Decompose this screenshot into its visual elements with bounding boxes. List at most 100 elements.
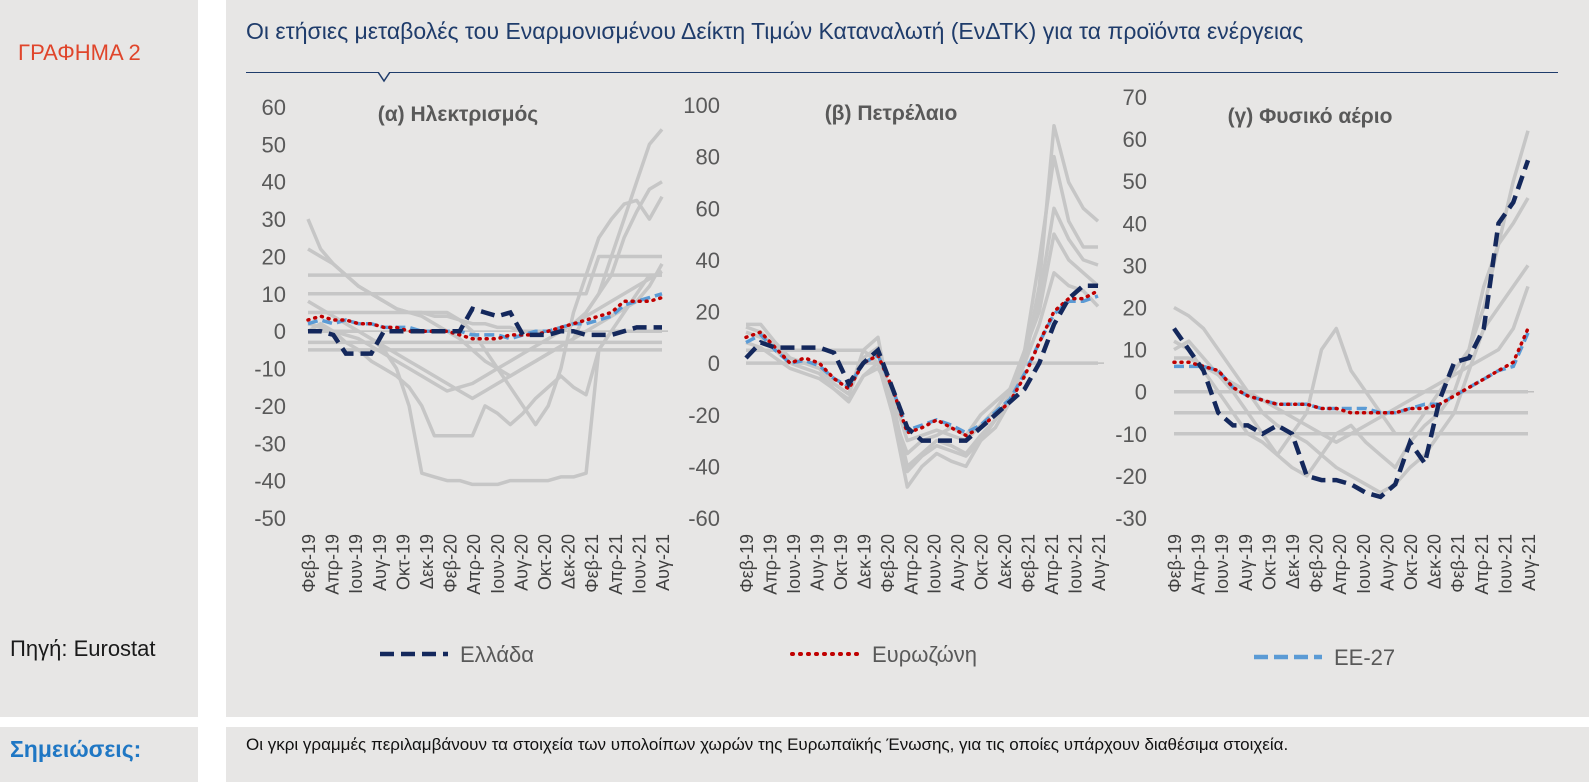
x-tick-label: Αυγ-19 bbox=[807, 534, 827, 591]
y-tick-label: 100 bbox=[683, 93, 720, 118]
x-tick-label: Απρ-19 bbox=[323, 534, 343, 595]
charts-area: (α) Ηλεκτρισμός6050403020100-10-20-30-40… bbox=[246, 72, 1558, 670]
x-tick-label: Δεκ-20 bbox=[995, 534, 1015, 589]
panel-title: (γ) Φυσικό αέριο bbox=[1228, 105, 1393, 128]
x-tick-label: Δεκ-20 bbox=[559, 534, 579, 589]
series-line-eu27 bbox=[307, 292, 663, 341]
y-tick-label: 60 bbox=[1123, 127, 1147, 152]
y-tick-label: 20 bbox=[262, 244, 286, 269]
y-tick-label: 20 bbox=[696, 300, 720, 325]
x-tick-label: Απρ-20 bbox=[1330, 534, 1350, 595]
x-tick-label: Απρ-19 bbox=[760, 534, 780, 595]
series-line-other-country bbox=[307, 263, 664, 401]
y-tick-label: 60 bbox=[262, 95, 286, 120]
legend-label: Ελλάδα bbox=[460, 642, 534, 667]
x-tick-label: Απρ-21 bbox=[1472, 534, 1492, 595]
x-tick-label: Φεβ-20 bbox=[1307, 534, 1327, 593]
y-tick-label: 50 bbox=[262, 132, 286, 157]
x-tick-label: Οκτ-20 bbox=[972, 534, 992, 590]
y-tick-label: 70 bbox=[1123, 85, 1147, 110]
chart-panel-2: (β) Πετρέλαιο 100 80 60 40 20 0 -20 -40 -60 Φεβ-19… bbox=[683, 93, 1109, 595]
y-tick-label: -40 bbox=[688, 454, 720, 479]
y-tick-label: -10 bbox=[1115, 422, 1147, 447]
y-tick-label: 0 bbox=[708, 351, 720, 376]
left-panel bbox=[0, 0, 198, 717]
x-tick-label: Δεκ-19 bbox=[854, 534, 874, 589]
x-tick-label: Αυγ-20 bbox=[511, 534, 531, 591]
x-tick-label: Αυγ-19 bbox=[370, 534, 390, 591]
x-tick-label: Απρ-19 bbox=[1189, 534, 1209, 595]
x-tick-label: Αυγ-20 bbox=[948, 534, 968, 591]
series-line-eu27 bbox=[745, 294, 1099, 435]
series-line-other-country bbox=[745, 154, 1098, 469]
x-tick-label: Ιουν-19 bbox=[784, 534, 804, 594]
x-tick-label: Φεβ-21 bbox=[1019, 534, 1039, 593]
chart-panel bbox=[226, 0, 1589, 717]
y-tick-label: 40 bbox=[1123, 211, 1147, 236]
legend-label: ΕΕ-27 bbox=[1334, 645, 1395, 670]
title-rule bbox=[246, 72, 1558, 83]
y-tick-label: -30 bbox=[1115, 506, 1147, 531]
x-tick-label: Αυγ-19 bbox=[1236, 534, 1256, 591]
series-line-greece bbox=[1172, 159, 1531, 500]
series-line-greece bbox=[744, 283, 1098, 443]
legend: Ελλάδα Ευρωζώνη ΕΕ-27 bbox=[380, 642, 1395, 670]
y-tick-label: 10 bbox=[1123, 338, 1147, 363]
x-tick-label: Δεκ-20 bbox=[1425, 534, 1445, 589]
series-line-other-country bbox=[1173, 264, 1530, 495]
y-tick-label: 0 bbox=[274, 319, 286, 344]
y-tick-label: -60 bbox=[688, 506, 720, 531]
series-line-eu27 bbox=[1174, 332, 1530, 415]
y-tick-label: -20 bbox=[1115, 464, 1147, 489]
x-tick-label: Φεβ-19 bbox=[299, 534, 319, 593]
x-tick-label: Φεβ-21 bbox=[1448, 534, 1468, 593]
x-tick-label: Οκτ-19 bbox=[831, 534, 851, 590]
x-tick-label: Ιουν-21 bbox=[1066, 534, 1086, 594]
y-tick-label: 30 bbox=[262, 207, 286, 232]
x-tick-label: Οκτ-19 bbox=[1259, 534, 1279, 590]
x-tick-label: Φεβ-20 bbox=[441, 534, 461, 593]
notes-text: Οι γκρι γραμμές περιλαμβάνουν τα στοιχεί… bbox=[246, 735, 1289, 754]
series-line-other-country bbox=[307, 269, 663, 393]
source-note: Πηγή: Eurostat bbox=[10, 636, 156, 661]
x-tick-label: Αυγ-20 bbox=[1377, 534, 1397, 591]
x-tick-label: Απρ-20 bbox=[901, 534, 921, 595]
y-tick-label: 80 bbox=[696, 145, 720, 170]
notes-text-panel bbox=[226, 727, 1589, 782]
x-tick-label: Απρ-21 bbox=[1042, 534, 1062, 595]
x-tick-label: Ιουν-20 bbox=[488, 534, 508, 594]
series-line-greece bbox=[308, 306, 662, 356]
x-tick-label: Αυγ-21 bbox=[653, 534, 673, 591]
y-tick-label: -50 bbox=[254, 506, 286, 531]
y-tick-label: 30 bbox=[1123, 253, 1147, 278]
panel-title: (β) Πετρέλαιο bbox=[825, 102, 958, 125]
graph-label: ΓΡΑΦΗΜΑ 2 bbox=[18, 40, 141, 65]
x-tick-label: Οκτ-20 bbox=[1401, 534, 1421, 590]
x-tick-label: Δεκ-19 bbox=[1283, 534, 1303, 589]
x-tick-label: Ιουν-20 bbox=[925, 534, 945, 594]
chart-panel-1: (α) Ηλεκτρισμός 60 50 40 30 20 10 0 -10 -20 -30 -40… bbox=[254, 95, 673, 595]
x-tick-label: Απρ-20 bbox=[464, 534, 484, 595]
x-tick-label: Δεκ-19 bbox=[417, 534, 437, 589]
legend-label: Ευρωζώνη bbox=[872, 642, 977, 667]
x-tick-label: Απρ-21 bbox=[606, 534, 626, 595]
chart-panel-3: (γ) Φυσικό αέριο 70 60 50 40 30 20 10 0 -10 -20 -30… bbox=[1115, 85, 1539, 595]
chart-title: Οι ετήσιες μεταβολές του Εναρμονισμένου … bbox=[246, 18, 1304, 44]
y-tick-label: 40 bbox=[696, 248, 720, 273]
x-tick-label: Ιουν-20 bbox=[1354, 534, 1374, 594]
x-tick-label: Ιουν-19 bbox=[1212, 534, 1232, 594]
series-line-other-country bbox=[307, 180, 663, 378]
x-tick-label: Ιουν-21 bbox=[1495, 534, 1515, 594]
x-tick-label: Φεβ-21 bbox=[582, 534, 602, 593]
x-tick-label: Οκτ-19 bbox=[393, 534, 413, 590]
x-tick-label: Ιουν-19 bbox=[346, 534, 366, 594]
series-line-other-country bbox=[1174, 285, 1530, 444]
y-tick-label: 20 bbox=[1123, 296, 1147, 321]
y-tick-label: -40 bbox=[254, 469, 286, 494]
y-tick-label: -20 bbox=[254, 394, 286, 419]
x-tick-label: Φεβ-19 bbox=[1165, 534, 1185, 593]
y-tick-label: 40 bbox=[262, 170, 286, 195]
y-tick-label: 0 bbox=[1135, 380, 1147, 405]
series-line-other-country bbox=[745, 206, 1099, 474]
panel-title: (α) Ηλεκτρισμός bbox=[378, 103, 538, 126]
